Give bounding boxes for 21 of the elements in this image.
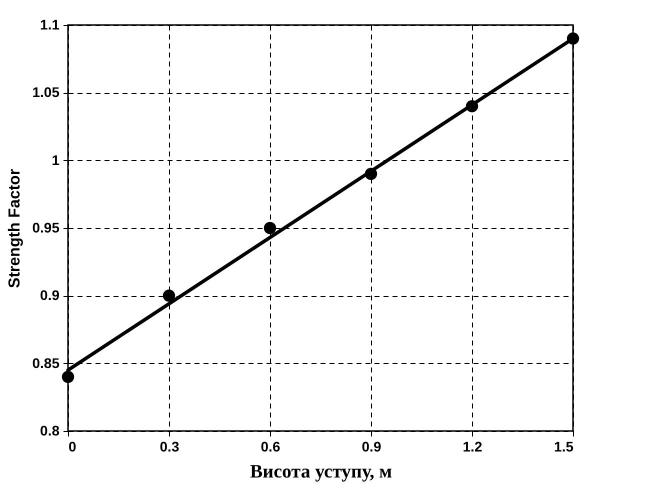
x-tick-label: 0.3 <box>160 438 180 454</box>
x-tick-label: 0.6 <box>260 438 280 454</box>
x-tick-label: 1.5 <box>554 438 574 454</box>
y-tick-label: 0.85 <box>32 354 60 371</box>
y-tick-label: 1.05 <box>32 84 60 100</box>
y-axis-title: Strength Factor <box>6 168 24 288</box>
point <box>466 100 478 112</box>
y-tick-label: 1 <box>52 152 60 168</box>
x-tick-label: 0 <box>68 438 76 454</box>
y-tick-label: 1.1 <box>40 16 60 32</box>
y-tick-label: 0.95 <box>32 220 60 236</box>
x-tick-label: 1.2 <box>462 438 482 454</box>
point <box>162 290 176 302</box>
y-tick-label: 0.8 <box>40 422 60 438</box>
point <box>264 222 276 234</box>
y-tick-label: 0.9 <box>40 287 60 304</box>
point <box>62 370 74 383</box>
point <box>566 32 580 45</box>
x-axis-title: Висота уступу, м <box>250 462 392 482</box>
x-tick-label: 0.9 <box>362 438 382 454</box>
point <box>364 168 378 180</box>
